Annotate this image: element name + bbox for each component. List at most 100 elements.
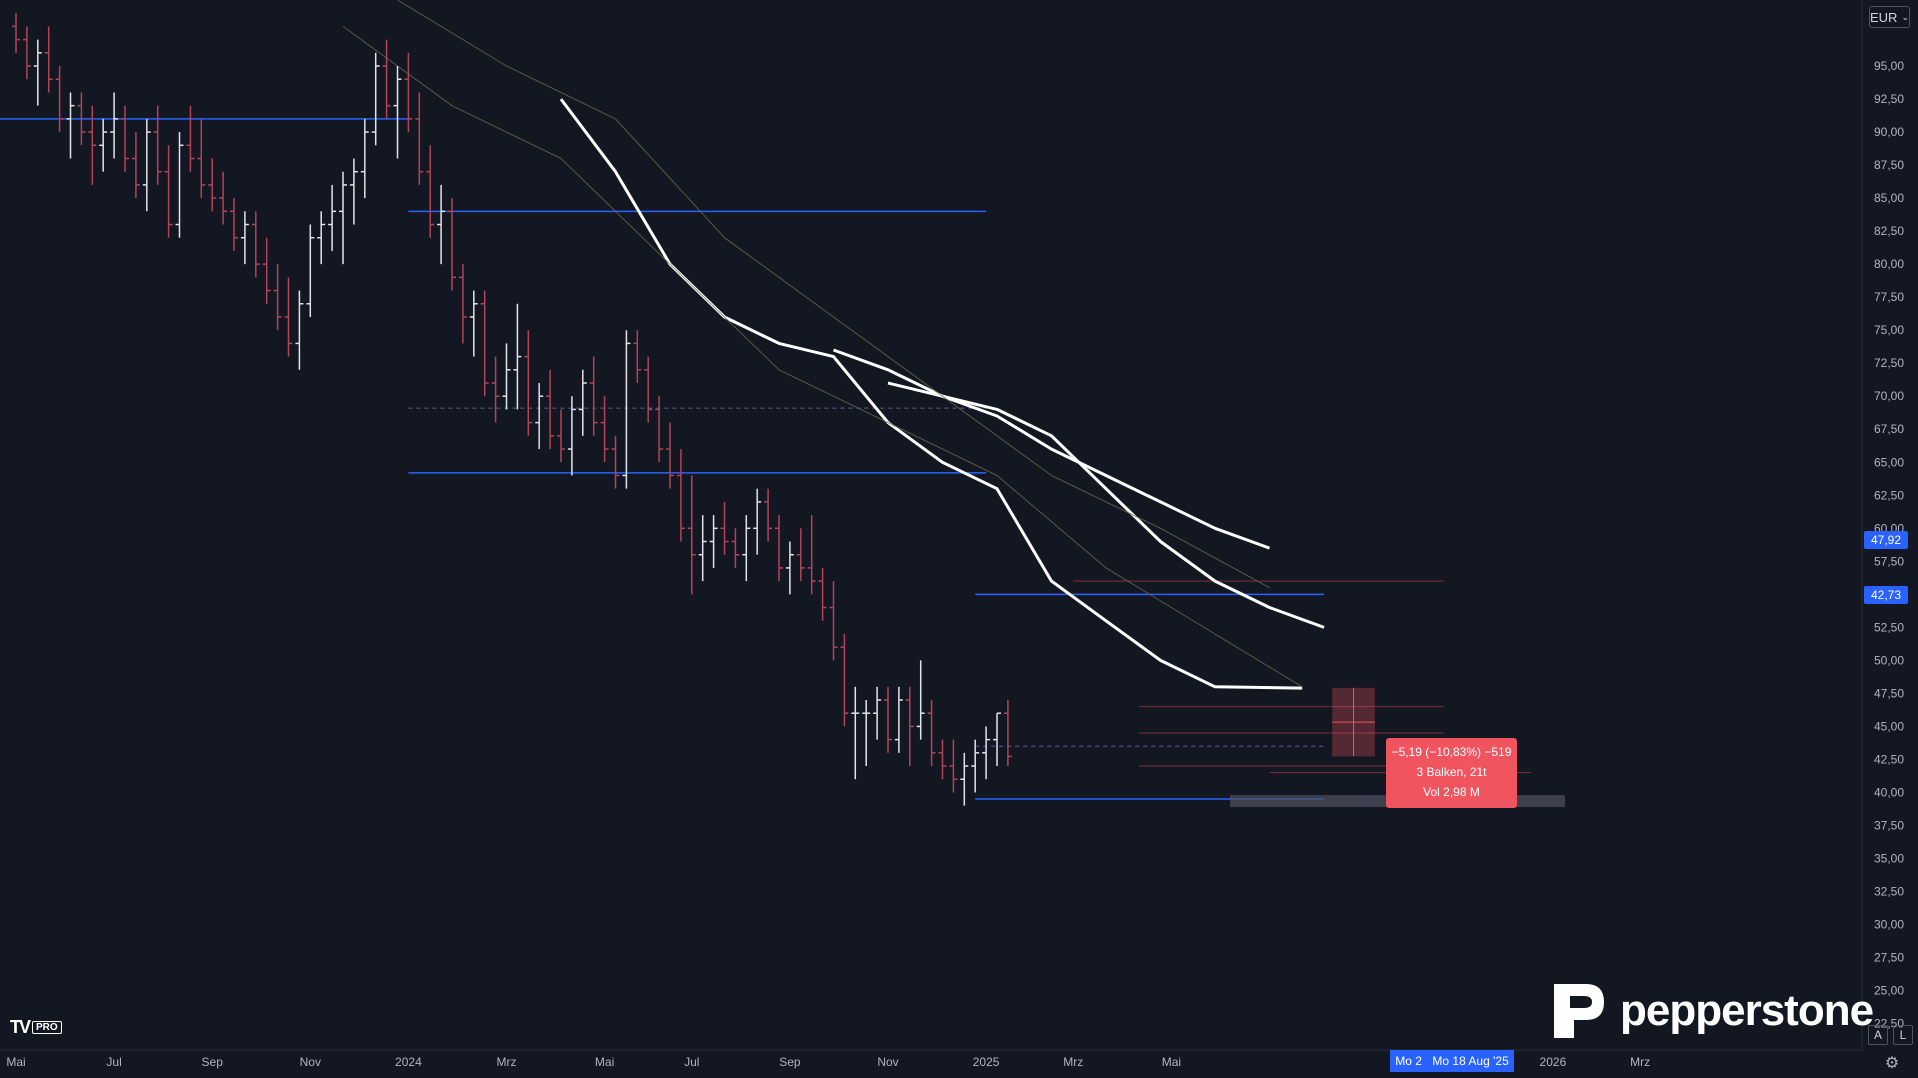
price-tick-label: 52,50	[1874, 620, 1904, 634]
ohlc-bar	[66, 92, 75, 159]
ohlc-bar	[676, 449, 685, 542]
ohlc-bar	[164, 145, 173, 238]
price-tick-label: 77,50	[1874, 290, 1904, 304]
ohlc-bar	[240, 211, 249, 265]
price-tick-label: 92,50	[1874, 92, 1904, 106]
ohlc-bar	[949, 739, 958, 793]
price-tick-label: 27,50	[1874, 951, 1904, 965]
currency-button[interactable]: EUR ⌄	[1869, 6, 1910, 28]
ohlc-bar	[894, 686, 903, 753]
ohlc-bar	[382, 39, 391, 119]
ohlc-bar	[469, 290, 478, 357]
price-tick-label: 95,00	[1874, 59, 1904, 73]
time-range-highlight: Mo 2 Mo 18 Aug '25	[1390, 1050, 1514, 1072]
time-tick-label: 2025	[973, 1055, 1000, 1069]
ohlc-bar	[557, 409, 565, 463]
auto-scale-button[interactable]: A	[1868, 1025, 1888, 1045]
time-axis[interactable]: Mai Jul Sep Nov 2024 Mrz Mai Jul Sep Nov 2025 Mrz Ma…	[0, 1049, 1862, 1069]
time-tick-label: 2026	[1540, 1055, 1567, 1069]
ohlc-bar	[317, 211, 326, 265]
time-range-start: Mo 2	[1395, 1054, 1422, 1068]
price-tick-label: 40,00	[1874, 785, 1904, 799]
time-tick-label: Mai	[595, 1055, 614, 1069]
ohlc-bar	[753, 488, 762, 555]
ohlc-bar	[666, 422, 674, 489]
ohlc-bar	[44, 26, 53, 93]
price-tick-label: 30,00	[1874, 918, 1904, 932]
ohlc-bar	[230, 198, 238, 251]
price-tick-label: 42,50	[1874, 752, 1904, 766]
ohlc-bar	[426, 145, 435, 238]
price-tick-label: 65,00	[1874, 455, 1904, 469]
ohlc-bar	[110, 92, 119, 159]
ohlc-bar	[360, 118, 369, 199]
moving-average-line	[342, 25, 1303, 688]
ohlc-bar	[437, 184, 446, 265]
ohlc-bar	[851, 686, 860, 780]
ohlc-bar	[916, 660, 925, 740]
price-tick-label: 70,00	[1874, 389, 1904, 403]
ohlc-bar	[153, 105, 162, 185]
gear-icon[interactable]: ⚙	[1884, 1055, 1900, 1072]
tradingview-logo[interactable]: TV PRO	[10, 1017, 62, 1037]
ohlc-bar	[535, 383, 544, 450]
ohlc-bar	[491, 356, 500, 423]
log-scale-button[interactable]: L	[1893, 1025, 1913, 1045]
ohlc-bar	[1003, 700, 1012, 767]
ohlc-bar	[698, 515, 707, 582]
ohlc-bar	[77, 92, 86, 146]
ohlc-bar	[775, 515, 783, 582]
ohlc-bar	[644, 356, 653, 423]
ohlc-bar	[339, 171, 347, 265]
price-tag-current: 47,92	[1864, 531, 1908, 549]
ohlc-bar	[349, 158, 358, 225]
ohlc-bar	[720, 501, 729, 555]
ohlc-bar	[807, 515, 816, 595]
ohlc-bar	[502, 343, 511, 410]
ohlc-bar	[578, 369, 587, 436]
ohlc-bar	[251, 211, 260, 278]
ohlc-bar	[633, 330, 642, 384]
price-tick-label: 80,00	[1874, 257, 1904, 271]
ohlc-bar	[22, 26, 31, 80]
ohlc-bar	[262, 237, 271, 304]
measure-tooltip: −5,19 (−10,83%) −519 3 Balken, 21t Vol 2…	[1386, 738, 1517, 808]
price-tag-label: 42,73	[1870, 588, 1902, 602]
measure-bars: 3 Balken, 21t	[1416, 765, 1487, 779]
time-tick-label: Mai	[6, 1055, 25, 1069]
price-tick-label: 82,50	[1874, 224, 1904, 238]
log-scale-label: L	[1899, 1028, 1907, 1042]
pepperstone-icon	[1554, 984, 1604, 1038]
ohlc-bar	[513, 303, 522, 410]
ohlc-bar	[764, 488, 773, 542]
price-tag-measure: 42,73	[1864, 586, 1908, 604]
moving-average-line	[887, 381, 1271, 550]
ohlc-bar	[960, 752, 969, 806]
ohlc-bar	[186, 105, 195, 172]
ohlc-bar	[273, 264, 282, 331]
price-tick-label: 25,00	[1874, 984, 1904, 998]
price-axis[interactable]: 95,00 92,50 90,00 87,50 85,00 82,50 80,00 77,50…	[1861, 0, 1904, 1050]
ohlc-bar	[197, 118, 206, 199]
time-tick-label: Mrz	[1063, 1055, 1083, 1069]
pepperstone-logo: pepperstone	[1546, 980, 1874, 1042]
ohlc-bar	[927, 700, 936, 767]
measure-volume: Vol 2,98 M	[1423, 785, 1480, 799]
ohlc-bar	[862, 700, 871, 767]
ohlc-bar	[12, 13, 20, 53]
ohlc-bar	[88, 105, 97, 185]
ohlc-bar	[829, 581, 838, 661]
ohlc-bar	[873, 686, 882, 740]
ohlc-bar	[371, 52, 380, 146]
ohlc-bar	[404, 52, 413, 133]
ohlc-bar	[175, 132, 184, 238]
ohlc-bar	[687, 475, 696, 595]
time-tick-label: Mrz	[497, 1055, 517, 1069]
ohlc-bar	[131, 132, 140, 199]
price-tick-label: 75,00	[1874, 323, 1904, 337]
auto-scale-label: A	[1873, 1028, 1882, 1042]
ohlc-bar	[208, 158, 217, 212]
horizontal-levels	[0, 118, 1532, 800]
ohlc-bar	[709, 515, 718, 568]
